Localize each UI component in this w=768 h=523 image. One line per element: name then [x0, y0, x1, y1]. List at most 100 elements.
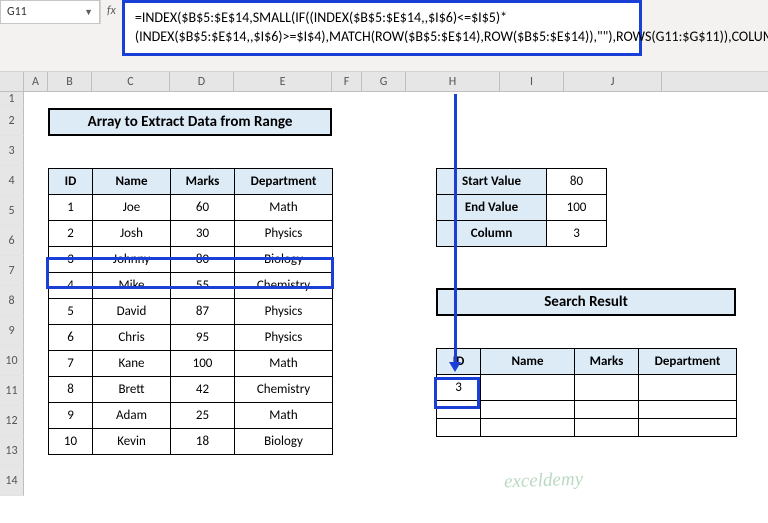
fx-icon[interactable]: fx	[107, 4, 116, 18]
name-box[interactable]: G11 ▼	[0, 0, 100, 24]
result-cell[interactable]	[481, 419, 575, 437]
cell[interactable]: Physics	[235, 325, 333, 351]
result-cell[interactable]	[481, 375, 575, 401]
cell[interactable]: Math	[235, 351, 333, 377]
cell[interactable]: 95	[171, 325, 235, 351]
row-header-5[interactable]: 5	[0, 196, 24, 226]
cell[interactable]: Chemistry	[235, 377, 333, 403]
cell[interactable]: 25	[171, 403, 235, 429]
col-header-C[interactable]: C	[92, 72, 170, 91]
cell[interactable]: 2	[49, 221, 93, 247]
result-cell[interactable]	[437, 419, 481, 437]
col-header-A[interactable]: A	[24, 72, 48, 91]
row-header-1[interactable]: 1	[0, 92, 24, 106]
cell[interactable]: Physics	[235, 221, 333, 247]
table-row[interactable]: 7Kane100Math	[49, 351, 333, 377]
cell[interactable]: 6	[49, 325, 93, 351]
cell[interactable]: 60	[171, 195, 235, 221]
col-header-H[interactable]: H	[406, 72, 500, 91]
cell[interactable]: Biology	[235, 429, 333, 455]
table-row[interactable]: 1Joe60Math	[49, 195, 333, 221]
cell[interactable]: Brett	[93, 377, 171, 403]
cell[interactable]: 1	[49, 195, 93, 221]
col-header-F[interactable]: F	[332, 72, 362, 91]
table-row[interactable]: 6Chris95Physics	[49, 325, 333, 351]
cell[interactable]: Mike	[93, 273, 171, 299]
select-all-corner[interactable]	[0, 72, 24, 91]
result-row[interactable]	[437, 419, 737, 437]
cell[interactable]: Kevin	[93, 429, 171, 455]
result-cell[interactable]	[575, 401, 639, 419]
cell[interactable]: 100	[171, 351, 235, 377]
cell[interactable]: Biology	[235, 247, 333, 273]
lookup-label: Column	[437, 221, 547, 247]
cell[interactable]: Joe	[93, 195, 171, 221]
row-header-8[interactable]: 8	[0, 286, 24, 316]
row-header-2[interactable]: 2	[0, 106, 24, 136]
cell[interactable]: 3	[49, 247, 93, 273]
name-box-dropdown-icon[interactable]: ▼	[84, 7, 93, 18]
result-cell[interactable]	[639, 401, 737, 419]
col-header-I[interactable]: I	[500, 72, 564, 91]
table-row[interactable]: 4Mike55Chemistry	[49, 273, 333, 299]
col-header-G[interactable]: G	[362, 72, 406, 91]
cell[interactable]: 9	[49, 403, 93, 429]
col-header-E[interactable]: E	[234, 72, 332, 91]
cell[interactable]: 30	[171, 221, 235, 247]
result-cell[interactable]	[639, 419, 737, 437]
result-cell[interactable]	[639, 375, 737, 401]
cell[interactable]: Adam	[93, 403, 171, 429]
cell[interactable]: Chris	[93, 325, 171, 351]
cell[interactable]: Josh	[93, 221, 171, 247]
table-row[interactable]: 8Brett42Chemistry	[49, 377, 333, 403]
row-header-14[interactable]: 14	[0, 466, 24, 496]
cell[interactable]: Math	[235, 195, 333, 221]
result-cell[interactable]	[575, 375, 639, 401]
cell[interactable]: Johnny	[93, 247, 171, 273]
col-header-D[interactable]: D	[170, 72, 234, 91]
cell[interactable]: Kane	[93, 351, 171, 377]
row-header-10[interactable]: 10	[0, 346, 24, 376]
result-row[interactable]	[437, 401, 737, 419]
table-row[interactable]: 2Josh30Physics	[49, 221, 333, 247]
table-row[interactable]: 10Kevin18Biology	[49, 429, 333, 455]
cell[interactable]: 8	[49, 377, 93, 403]
cell[interactable]: Chemistry	[235, 273, 333, 299]
row-header-13[interactable]: 13	[0, 436, 24, 466]
row-header-6[interactable]: 6	[0, 226, 24, 256]
lookup-value[interactable]: 100	[547, 195, 607, 221]
table-row[interactable]: 5David87Physics	[49, 299, 333, 325]
row-header-9[interactable]: 9	[0, 316, 24, 346]
cell[interactable]: 55	[171, 273, 235, 299]
cell[interactable]: Math	[235, 403, 333, 429]
row-header-7[interactable]: 7	[0, 256, 24, 286]
cell[interactable]: 18	[171, 429, 235, 455]
table-row[interactable]: 3Johnny80Biology	[49, 247, 333, 273]
result-cell[interactable]	[575, 419, 639, 437]
cell[interactable]: 42	[171, 377, 235, 403]
row-header-12[interactable]: 12	[0, 406, 24, 436]
formula-input[interactable]: =INDEX($B$5:$E$14,SMALL(IF((INDEX($B$5:$…	[122, 0, 642, 56]
result-row[interactable]: 3	[437, 375, 737, 401]
row-header-3[interactable]: 3	[0, 136, 24, 166]
result-cell[interactable]: 3	[437, 375, 481, 401]
table-row[interactable]: 9Adam25Math	[49, 403, 333, 429]
cell[interactable]: 5	[49, 299, 93, 325]
cell[interactable]: 4	[49, 273, 93, 299]
cell[interactable]: 80	[171, 247, 235, 273]
row-headers: 1234567891011121314	[0, 92, 24, 496]
cell[interactable]: 10	[49, 429, 93, 455]
result-cell[interactable]	[481, 401, 575, 419]
result-cell[interactable]	[437, 401, 481, 419]
col-header-J[interactable]: J	[564, 72, 662, 91]
cell[interactable]: 87	[171, 299, 235, 325]
cell[interactable]: Physics	[235, 299, 333, 325]
cell[interactable]: David	[93, 299, 171, 325]
col-header-B[interactable]: B	[48, 72, 92, 91]
lookup-value[interactable]: 80	[547, 169, 607, 195]
cell[interactable]: 7	[49, 351, 93, 377]
lookup-value[interactable]: 3	[547, 221, 607, 247]
row-header-11[interactable]: 11	[0, 376, 24, 406]
watermark: exceldemy	[504, 469, 584, 494]
row-header-4[interactable]: 4	[0, 166, 24, 196]
